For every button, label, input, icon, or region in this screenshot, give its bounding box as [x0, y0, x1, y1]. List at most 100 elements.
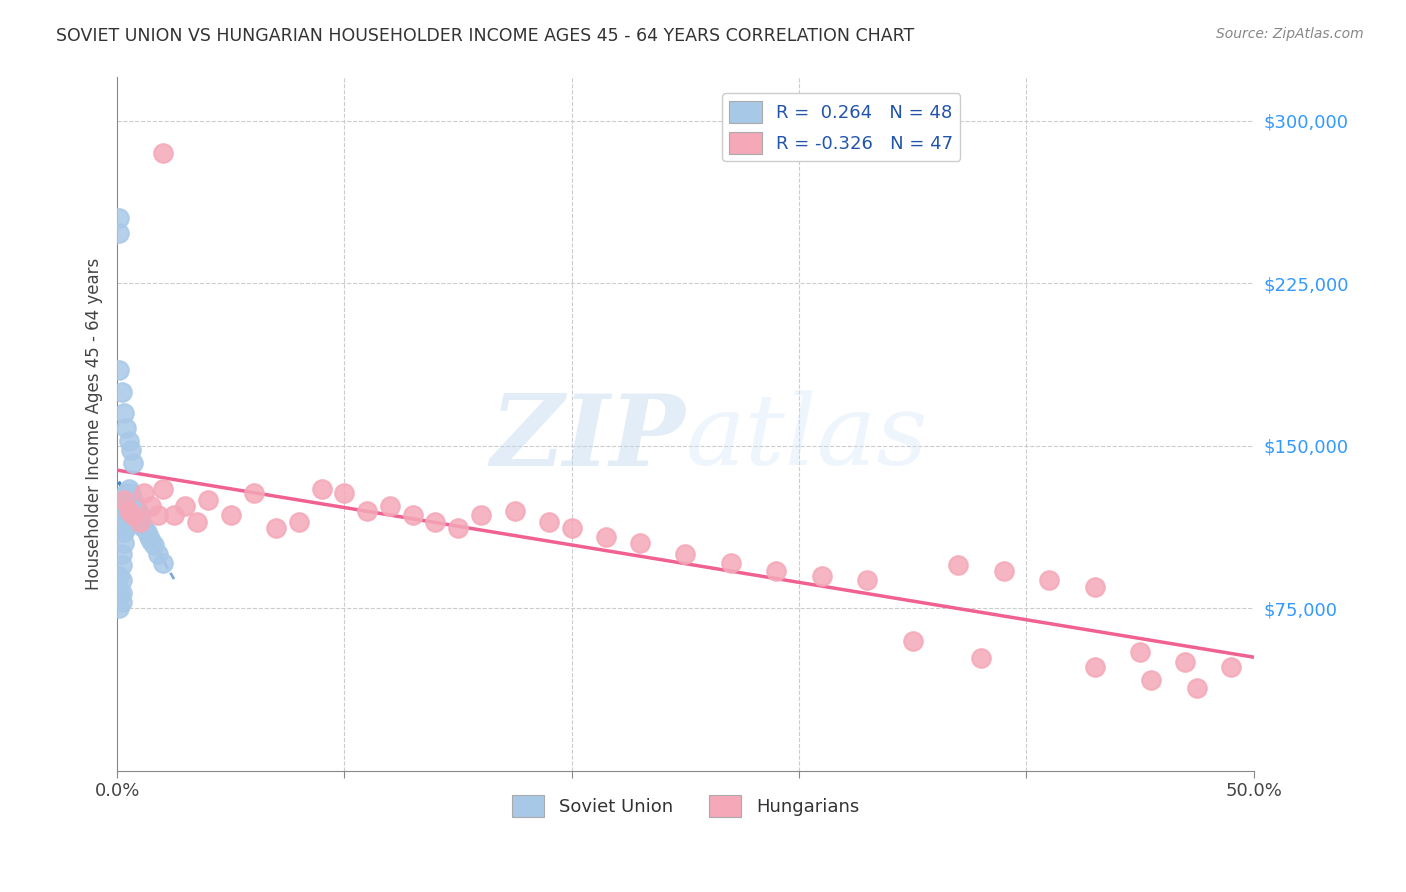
Point — [112, 508, 135, 522]
Point — [111, 573, 134, 587]
Point — [1083, 580, 1105, 594]
Point — [111, 384, 134, 399]
Point — [561, 521, 583, 535]
Point — [447, 521, 470, 535]
Point — [131, 519, 153, 533]
Point — [174, 500, 197, 514]
Point — [129, 515, 152, 529]
Point — [117, 434, 139, 449]
Point — [197, 492, 219, 507]
Point — [146, 547, 169, 561]
Point — [127, 504, 149, 518]
Point — [111, 547, 134, 561]
Point — [122, 508, 145, 522]
Point — [122, 492, 145, 507]
Text: ZIP: ZIP — [491, 390, 685, 486]
Point — [152, 556, 174, 570]
Point — [108, 601, 131, 615]
Point — [146, 508, 169, 522]
Point — [1219, 659, 1241, 673]
Point — [115, 521, 138, 535]
Text: Source: ZipAtlas.com: Source: ZipAtlas.com — [1216, 27, 1364, 41]
Point — [537, 515, 560, 529]
Point — [1174, 656, 1197, 670]
Y-axis label: Householder Income Ages 45 - 64 years: Householder Income Ages 45 - 64 years — [86, 258, 103, 591]
Point — [124, 500, 146, 514]
Point — [112, 492, 135, 507]
Point — [127, 515, 149, 529]
Point — [115, 508, 138, 522]
Point — [470, 508, 492, 522]
Text: SOVIET UNION VS HUNGARIAN HOUSEHOLDER INCOME AGES 45 - 64 YEARS CORRELATION CHAR: SOVIET UNION VS HUNGARIAN HOUSEHOLDER IN… — [56, 27, 914, 45]
Point — [108, 211, 131, 226]
Point — [124, 508, 146, 522]
Point — [266, 521, 288, 535]
Point — [595, 530, 617, 544]
Point — [242, 486, 264, 500]
Point — [333, 486, 356, 500]
Point — [135, 525, 157, 540]
Point — [503, 504, 526, 518]
Point — [946, 558, 969, 572]
Point — [810, 568, 832, 582]
Point — [129, 508, 152, 522]
Point — [111, 586, 134, 600]
Point — [129, 515, 152, 529]
Point — [111, 595, 134, 609]
Point — [112, 536, 135, 550]
Point — [765, 565, 787, 579]
Point — [108, 227, 131, 241]
Point — [1185, 681, 1208, 696]
Point — [120, 500, 142, 514]
Text: atlas: atlas — [685, 391, 928, 485]
Point — [120, 486, 142, 500]
Point — [138, 530, 160, 544]
Point — [288, 515, 311, 529]
Point — [117, 492, 139, 507]
Point — [219, 508, 242, 522]
Point — [673, 547, 696, 561]
Point — [1038, 573, 1060, 587]
Point — [134, 521, 156, 535]
Point — [628, 536, 651, 550]
Point — [311, 482, 333, 496]
Legend: Soviet Union, Hungarians: Soviet Union, Hungarians — [505, 788, 866, 824]
Point — [108, 568, 131, 582]
Point — [720, 556, 742, 570]
Point — [122, 456, 145, 470]
Point — [122, 504, 145, 518]
Point — [112, 515, 135, 529]
Point — [142, 538, 165, 552]
Point — [115, 486, 138, 500]
Point — [378, 500, 401, 514]
Point — [108, 586, 131, 600]
Point — [856, 573, 879, 587]
Point — [1083, 659, 1105, 673]
Point — [152, 482, 174, 496]
Point — [186, 515, 208, 529]
Point — [141, 500, 163, 514]
Point — [115, 500, 138, 514]
Point — [1129, 644, 1152, 658]
Point — [108, 363, 131, 377]
Point — [1140, 673, 1163, 687]
Point — [163, 508, 186, 522]
Point — [117, 482, 139, 496]
Point — [120, 443, 142, 458]
Point — [141, 534, 163, 549]
Point — [993, 565, 1015, 579]
Point — [401, 508, 423, 522]
Point — [111, 558, 134, 572]
Point — [425, 515, 447, 529]
Point — [120, 508, 142, 522]
Point — [112, 492, 135, 507]
Point — [117, 504, 139, 518]
Point — [134, 486, 156, 500]
Point — [115, 421, 138, 435]
Point — [117, 504, 139, 518]
Point — [112, 406, 135, 420]
Point — [356, 504, 378, 518]
Point — [112, 525, 135, 540]
Point — [970, 651, 993, 665]
Point — [901, 633, 924, 648]
